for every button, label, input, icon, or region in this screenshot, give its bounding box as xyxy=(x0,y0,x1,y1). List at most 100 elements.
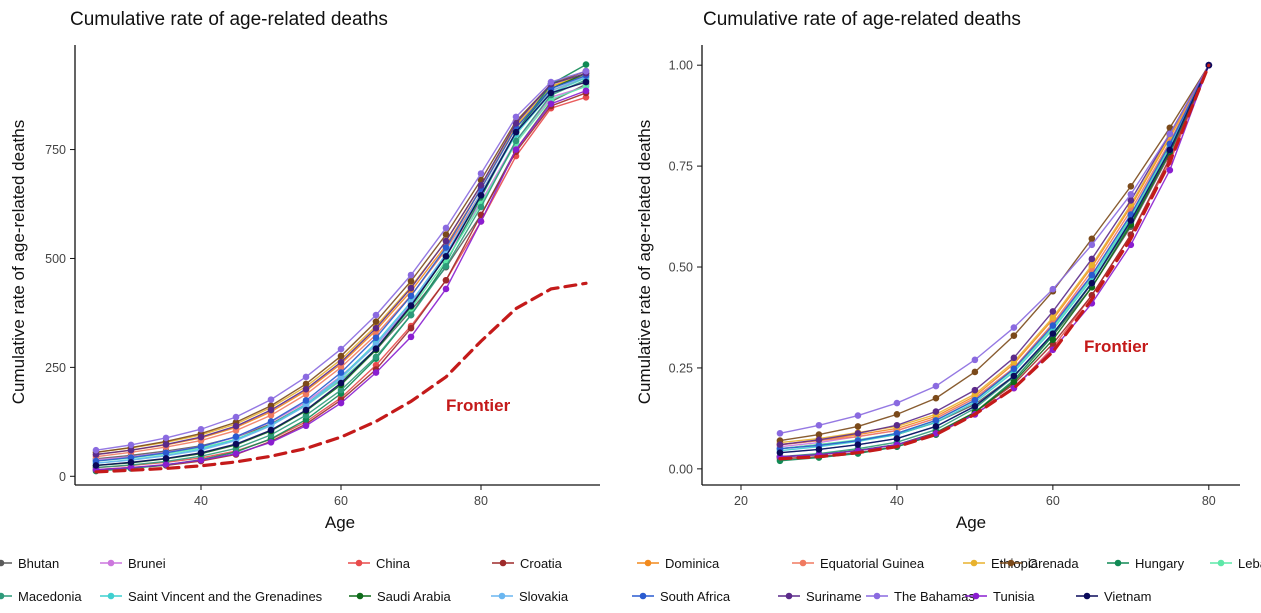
point-suriname xyxy=(267,406,275,414)
point-vietnam xyxy=(547,89,555,97)
series-line-slovakia xyxy=(779,64,1210,454)
point-the-bahamas xyxy=(815,421,823,429)
point-macedonia xyxy=(407,311,415,319)
chart-left-plot: 0 250 500 750 40 60 80 xyxy=(45,45,600,508)
point-south-africa xyxy=(232,433,240,440)
point-tunisia xyxy=(442,285,450,293)
chart-right: Cumulative rate of age-related deaths Ag… xyxy=(635,9,1240,532)
point-vietnam xyxy=(1166,146,1174,154)
point-the-bahamas xyxy=(127,441,135,449)
legend-label: Slovakia xyxy=(519,589,569,604)
legend-item-macedonia: Macedonia xyxy=(0,589,82,604)
legend-swatch-dot xyxy=(498,592,506,600)
point-vietnam xyxy=(232,440,240,448)
legend-item-saint-vincent-and-the-grenadines: Saint Vincent and the Grenadines xyxy=(100,589,323,604)
legend-label: Bhutan xyxy=(18,556,59,571)
point-tunisia xyxy=(1166,166,1174,174)
point-macedonia xyxy=(442,263,450,270)
point-suriname xyxy=(854,430,862,437)
point-grenada xyxy=(1127,182,1135,190)
point-equatorial-guinea xyxy=(302,391,310,398)
point-grenada xyxy=(302,380,310,388)
point-ethiopia xyxy=(1049,314,1057,321)
point-grenada xyxy=(893,411,901,418)
point-vietnam xyxy=(512,128,520,136)
point-south-africa xyxy=(932,417,940,424)
point-the-bahamas xyxy=(512,113,520,121)
legend-swatch-dot xyxy=(355,559,363,567)
series-line-south-africa xyxy=(779,64,1210,450)
y-tick-label: 0.25 xyxy=(669,361,693,375)
point-vietnam xyxy=(1127,217,1135,224)
point-the-bahamas xyxy=(337,345,345,353)
point-suriname xyxy=(442,237,450,245)
point-hungary xyxy=(582,61,590,68)
x-tick-label: 20 xyxy=(734,494,748,508)
point-vietnam xyxy=(582,78,590,86)
series-ethiopia xyxy=(776,61,1213,446)
point-the-bahamas xyxy=(854,412,862,419)
legend-swatch-dot xyxy=(107,559,115,567)
point-saudi-arabia xyxy=(1010,378,1018,386)
legend-label: Dominica xyxy=(665,556,720,571)
point-tunisia xyxy=(302,422,310,430)
point-tunisia xyxy=(477,218,485,225)
y-tick-label: 1.00 xyxy=(669,59,693,73)
legend-item-equatorial-guinea: Equatorial Guinea xyxy=(792,556,925,571)
chart-right-xlabel: Age xyxy=(956,513,986,532)
legend-item-croatia: Croatia xyxy=(492,556,563,571)
point-grenada xyxy=(971,368,979,376)
legend-label: Saint Vincent and the Grenadines xyxy=(128,589,323,604)
chart-left-frontier-label: Frontier xyxy=(446,396,511,415)
series-the-bahamas xyxy=(776,61,1213,437)
legend-swatch-dot xyxy=(1083,592,1091,600)
point-grenada xyxy=(1010,332,1018,339)
legend-swatch-dot xyxy=(107,592,115,600)
point-tunisia xyxy=(267,439,275,446)
point-south-africa xyxy=(197,443,205,450)
point-vietnam xyxy=(854,441,862,448)
point-the-bahamas xyxy=(442,224,450,232)
point-the-bahamas xyxy=(582,67,590,75)
x-tick-label: 40 xyxy=(194,494,208,508)
point-south-africa xyxy=(372,334,380,342)
legend-item-hungary: Hungary xyxy=(1107,556,1185,571)
legend-item-saudi-arabia: Saudi Arabia xyxy=(349,589,451,604)
series-line-saint-vincent-and-the-grenadines xyxy=(779,64,1210,452)
legend-swatch-dot xyxy=(356,592,364,600)
point-south-africa xyxy=(1049,322,1057,329)
point-south-africa xyxy=(337,369,345,376)
point-tunisia xyxy=(232,450,240,457)
point-the-bahamas xyxy=(893,399,901,407)
point-south-africa xyxy=(1088,271,1096,279)
point-suriname xyxy=(127,446,135,454)
legend-item-china: China xyxy=(348,556,411,571)
point-grenada xyxy=(1166,124,1174,132)
legend-item-the-bahamas: The Bahamas xyxy=(866,589,975,604)
x-tick-label: 80 xyxy=(474,494,488,508)
point-vietnam xyxy=(1088,279,1096,287)
legend-label: Tunisia xyxy=(993,589,1035,604)
series-line-saudi-arabia xyxy=(779,64,1210,458)
point-south-africa xyxy=(162,449,170,457)
point-vietnam xyxy=(442,252,450,260)
point-vietnam xyxy=(267,426,275,434)
point-the-bahamas xyxy=(232,413,240,421)
point-equatorial-guinea xyxy=(267,411,275,419)
point-suriname xyxy=(407,284,415,292)
point-tunisia xyxy=(162,461,170,468)
legend-label: Grenada xyxy=(1028,556,1079,571)
point-suriname xyxy=(1127,197,1135,204)
legend-swatch-dot xyxy=(1217,559,1225,567)
point-suriname xyxy=(512,120,520,127)
point-vietnam xyxy=(815,446,823,453)
chart-left-title: Cumulative rate of age-related deaths xyxy=(70,9,388,30)
chart-left-xlabel: Age xyxy=(325,513,355,532)
point-vietnam xyxy=(971,402,979,410)
point-vietnam xyxy=(302,406,310,414)
point-equatorial-guinea xyxy=(337,364,345,371)
legend-swatch-dot xyxy=(644,559,652,567)
legend-swatch-dot xyxy=(873,592,881,600)
y-tick-label: 0.75 xyxy=(669,160,693,174)
